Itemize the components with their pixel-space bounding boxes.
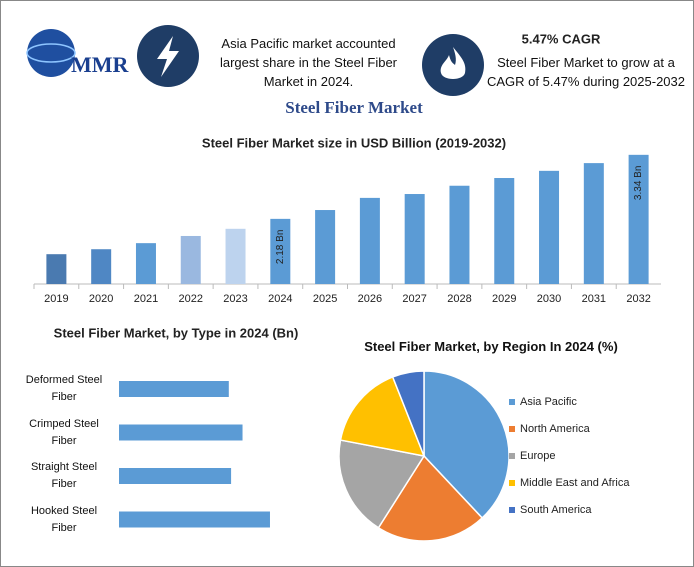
pie-slice (339, 375, 426, 457)
x-tick-label: 2025 (313, 293, 337, 305)
bar (494, 178, 515, 284)
x-tick-label: 2027 (402, 293, 426, 305)
x-tick-label: 2024 (268, 293, 292, 305)
legend-label: Europe (520, 450, 555, 462)
x-tick-label: 2030 (537, 293, 561, 305)
legend-label: North America (520, 423, 591, 435)
bar (119, 424, 243, 441)
bar (135, 243, 156, 284)
x-tick-label: 2026 (358, 293, 382, 305)
y-tick-label: Crimped Steel Fiber (29, 417, 99, 447)
bar (225, 228, 246, 284)
y-tick-label: Deformed Steel Fiber (25, 374, 103, 403)
bar (91, 249, 112, 284)
x-tick-label: 2029 (492, 293, 516, 305)
legend-swatch (509, 453, 515, 459)
bar (46, 254, 67, 284)
x-tick-label: 2032 (626, 293, 650, 305)
pie-slice (391, 370, 425, 457)
bar (119, 381, 229, 397)
x-tick-label: 2028 (447, 293, 471, 305)
logo-text: MMR (71, 52, 130, 77)
x-tick-label: 2023 (223, 293, 247, 305)
bar (583, 163, 604, 284)
flame-icon (440, 47, 466, 79)
legend-swatch (509, 426, 515, 432)
chart-title: Steel Fiber Market, by Type in 2024 (Bn) (54, 325, 299, 340)
value-label: 2.18 Bn (275, 230, 286, 264)
pie-slice (423, 370, 510, 520)
x-tick-label: 2021 (134, 293, 158, 305)
x-tick-label: 2031 (582, 293, 606, 305)
bar (315, 210, 336, 284)
pie-slice (338, 439, 426, 529)
y-tick-label: Straight Steel Fiber (30, 461, 98, 490)
logo-globe (27, 29, 75, 77)
logo-orbit (26, 43, 76, 63)
legend-swatch (509, 480, 515, 486)
legend-label: South America (520, 504, 592, 516)
lightning-icon (157, 36, 179, 77)
chart-title: Steel Fiber Market size in USD Billion (… (202, 135, 506, 150)
bar (628, 154, 649, 284)
legend-label: Middle East and Africa (520, 477, 630, 489)
bar (180, 235, 201, 284)
chart-title: Steel Fiber Market, by Region In 2024 (%… (364, 339, 618, 354)
x-tick-label: 2022 (179, 293, 203, 305)
legend-swatch (509, 399, 515, 405)
legend-swatch (509, 507, 515, 513)
cagr-title: 5.47% CAGR (522, 31, 601, 46)
x-tick-label: 2020 (89, 293, 113, 305)
bar (359, 197, 380, 284)
bar (119, 511, 270, 528)
x-tick-label: 2019 (44, 293, 68, 305)
main-title: Steel Fiber Market (285, 98, 423, 117)
bar (449, 185, 470, 284)
info-text: Steel Fiber Market to grow at a CAGR of … (486, 55, 685, 89)
bar (119, 468, 232, 484)
bar (404, 194, 425, 284)
legend-label: Asia Pacific (520, 396, 577, 408)
info-text: Asia Pacific market accounted largest sh… (219, 36, 398, 89)
value-label: 3.34 Bn (633, 166, 644, 200)
y-tick-label: Hooked Steel Fiber (30, 504, 98, 534)
bar (270, 218, 291, 284)
pie-slice (377, 454, 484, 542)
bar (539, 170, 560, 284)
